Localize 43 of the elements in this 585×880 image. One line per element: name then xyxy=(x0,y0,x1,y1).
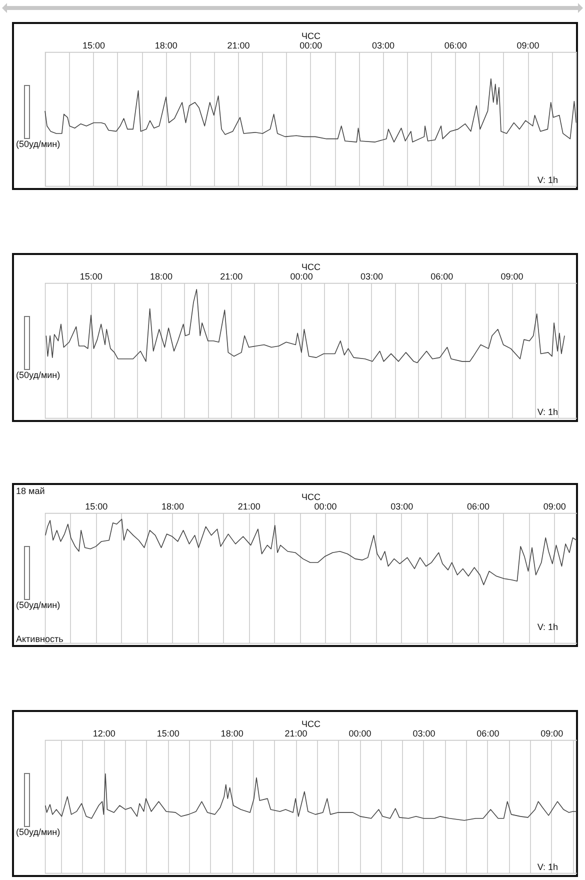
x-tick-label: 18:00 xyxy=(150,272,173,282)
x-tick-label: 00:00 xyxy=(300,40,322,50)
annotation: V: 1h xyxy=(537,407,558,417)
x-tick-label: 03:00 xyxy=(390,502,414,512)
chart-title: ЧСС xyxy=(302,262,321,272)
chart-title: ЧСС xyxy=(302,31,321,41)
x-tick-label: 06:00 xyxy=(476,728,500,738)
annotation: (50уд/мин) xyxy=(16,600,60,610)
x-tick-label: 00:00 xyxy=(290,272,313,282)
x-tick-label: 18:00 xyxy=(162,502,184,512)
x-tick-label: 03:00 xyxy=(360,272,383,282)
x-tick-label: 09:00 xyxy=(543,502,566,512)
x-tick-label: 12:00 xyxy=(92,728,116,738)
x-tick-label: 21:00 xyxy=(227,40,250,50)
x-tick-label: 06:00 xyxy=(444,40,467,50)
x-tick-label: 06:00 xyxy=(466,502,490,512)
x-tick-label: 03:00 xyxy=(412,728,436,738)
x-tick-label: 00:00 xyxy=(348,728,372,738)
x-tick-label: 21:00 xyxy=(220,272,243,282)
x-tick-label: 21:00 xyxy=(238,502,260,512)
x-tick-label: 09:00 xyxy=(516,40,540,50)
x-tick-label: 18:00 xyxy=(154,40,178,50)
annotation: (50уд/мин) xyxy=(16,370,60,380)
annotation: Активность xyxy=(16,634,64,644)
x-tick-label: 15:00 xyxy=(85,502,108,512)
x-tick-label: 03:00 xyxy=(372,40,395,50)
annotation: (50уд/мин) xyxy=(16,827,60,837)
x-tick-label: 06:00 xyxy=(430,272,454,282)
chart-title: ЧСС xyxy=(302,719,321,729)
x-tick-label: 09:00 xyxy=(540,728,564,738)
annotation: V: 1h xyxy=(537,622,558,632)
x-tick-label: 00:00 xyxy=(314,502,337,512)
annotation: (50уд/мин) xyxy=(16,139,60,149)
x-tick-label: 21:00 xyxy=(284,728,308,738)
annotation: V: 1h xyxy=(537,175,558,185)
x-tick-label: 15:00 xyxy=(82,40,106,50)
text: 18 май xyxy=(16,486,45,496)
x-tick-label: 09:00 xyxy=(500,272,524,282)
chart-title: ЧСС xyxy=(302,492,321,502)
x-tick-label: 18:00 xyxy=(220,728,244,738)
x-tick-label: 15:00 xyxy=(80,272,102,282)
x-tick-label: 15:00 xyxy=(156,728,180,738)
annotation: V: 1h xyxy=(537,862,558,872)
